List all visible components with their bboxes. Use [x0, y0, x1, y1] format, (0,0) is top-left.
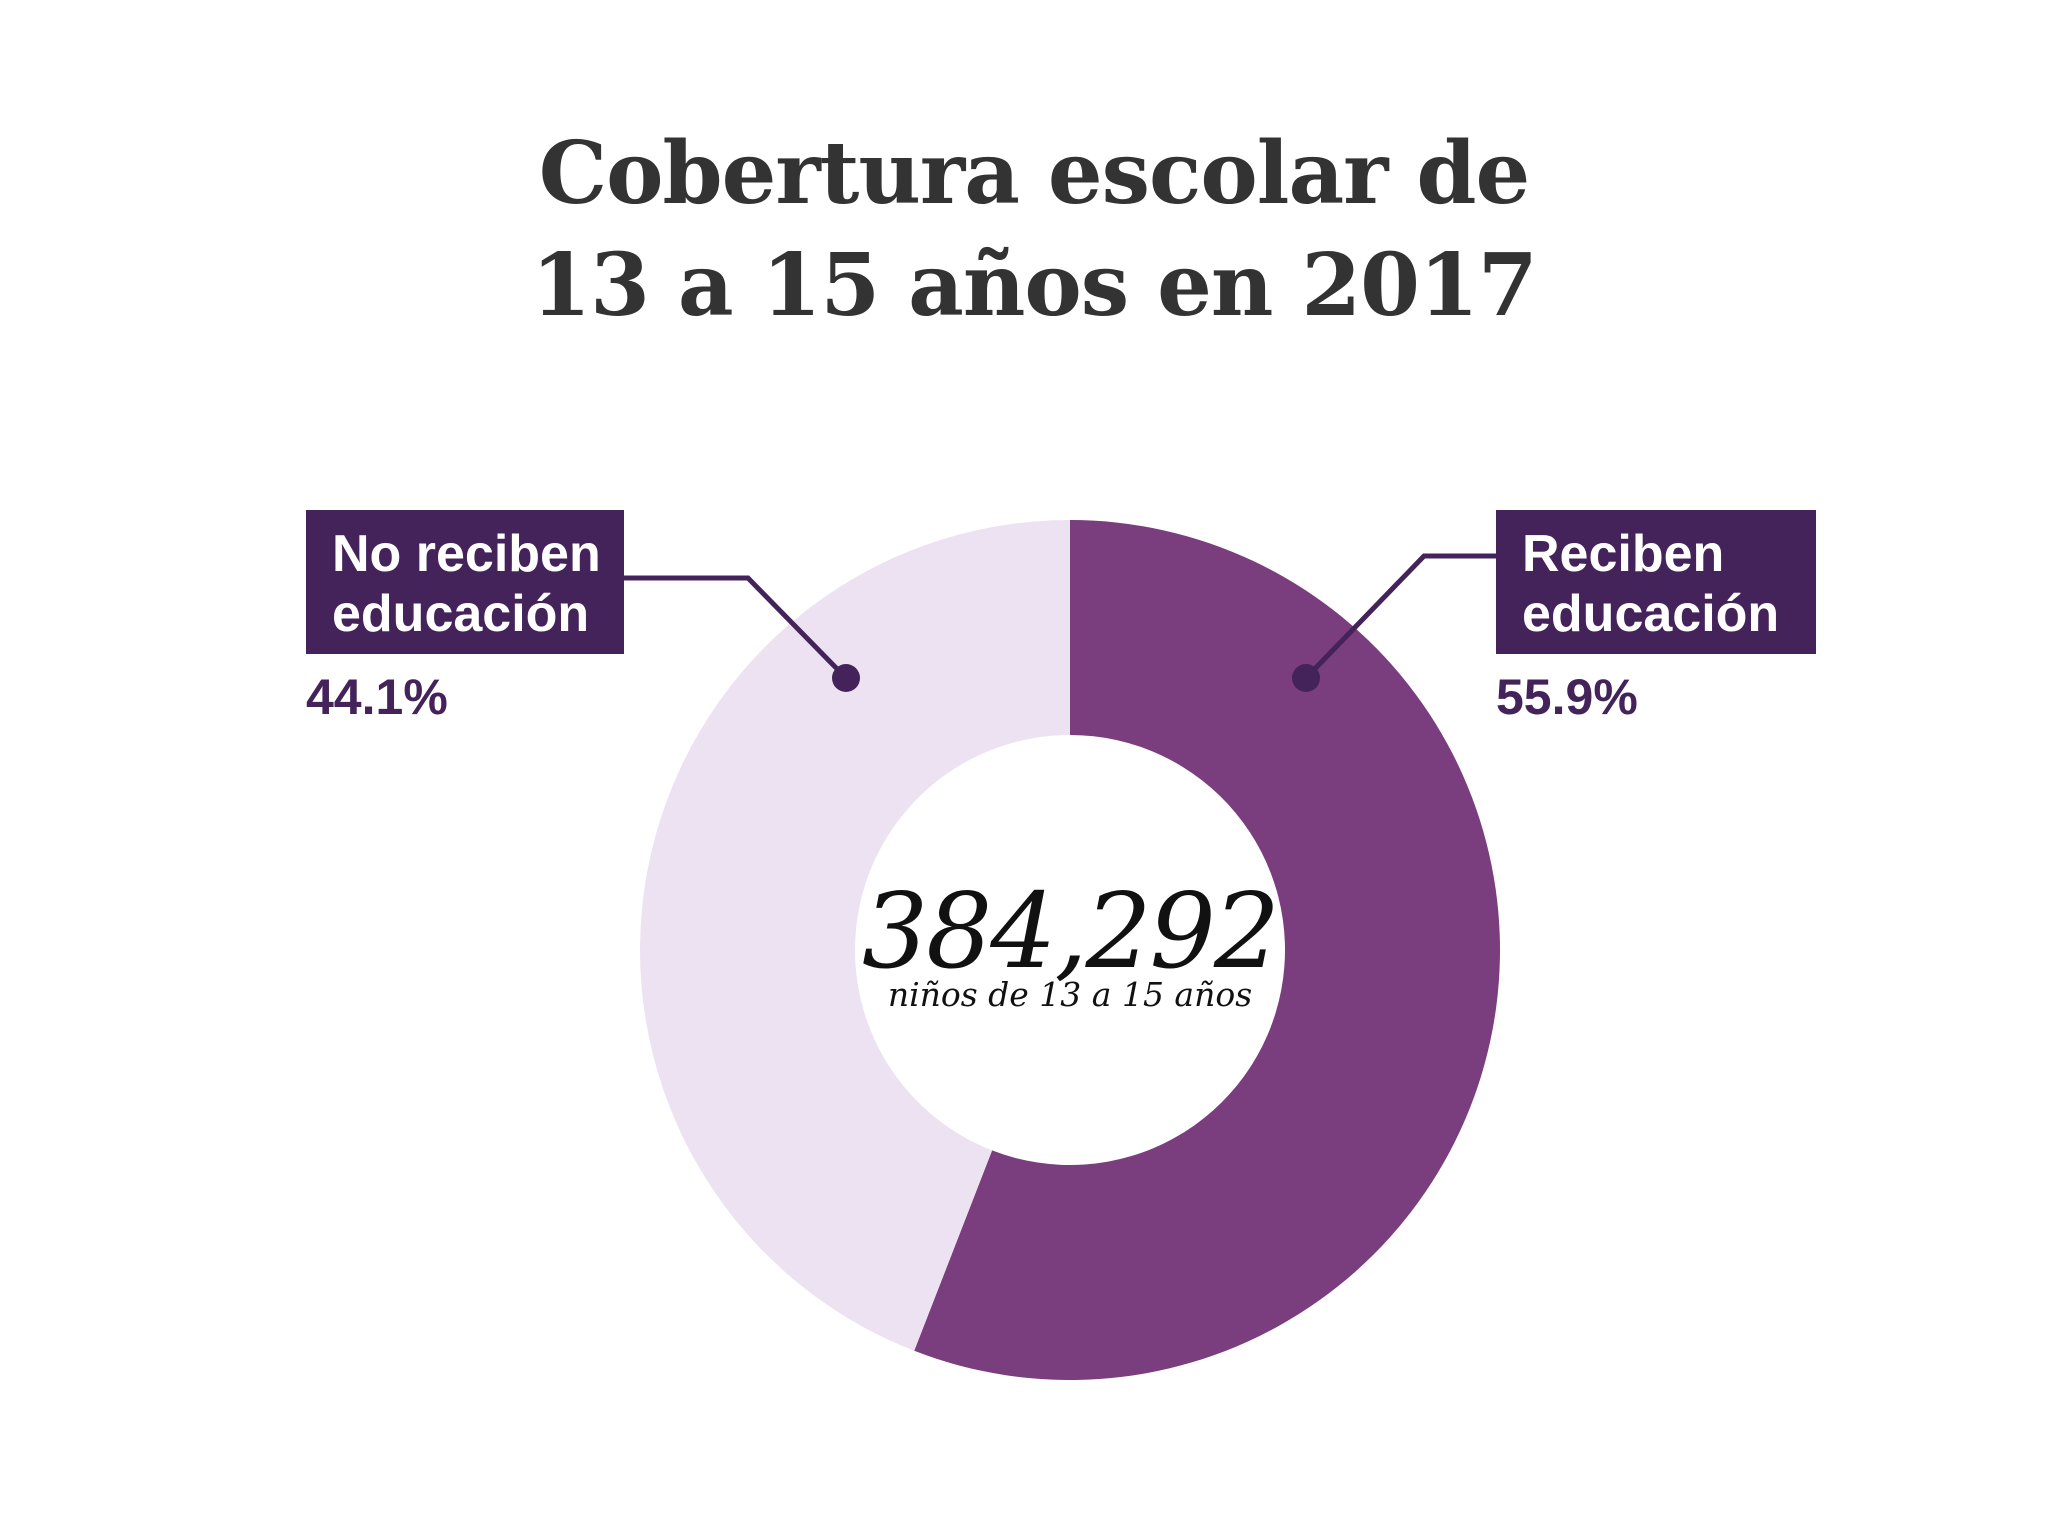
label-reciben-line-1: Reciben: [1522, 525, 1725, 583]
leader-lines: [624, 553, 1496, 692]
center-total: 384,292: [861, 870, 1280, 992]
slice-reciben-educación: [914, 520, 1500, 1380]
center-subtitle: niños de 13 a 15 años: [887, 975, 1253, 1014]
leader-line-reciben: [1304, 553, 1496, 680]
label-reciben-line-2: educación: [1522, 585, 1780, 643]
chart-title-line-2: 13 a 15 años en 2017: [531, 235, 1537, 336]
label-no-reciben-line-1: No reciben: [332, 525, 601, 583]
pct-reciben: 55.9%: [1496, 669, 1638, 725]
leader-dot-no-reciben: [832, 664, 860, 692]
label-no-reciben: No reciben educación: [306, 510, 624, 654]
leader-line-no-reciben: [624, 575, 848, 680]
pct-no-reciben: 44.1%: [306, 669, 448, 725]
slice-no-reciben-educación: [640, 520, 1070, 1351]
leader-dot-reciben: [1292, 664, 1320, 692]
chart-title: Cobertura escolar de 13 a 15 años en 201…: [0, 118, 2068, 342]
donut-slices: [640, 520, 1500, 1380]
label-no-reciben-line-2: educación: [332, 585, 590, 643]
chart-title-line-1: Cobertura escolar de: [538, 123, 1531, 224]
label-reciben: Reciben educación: [1496, 510, 1816, 654]
